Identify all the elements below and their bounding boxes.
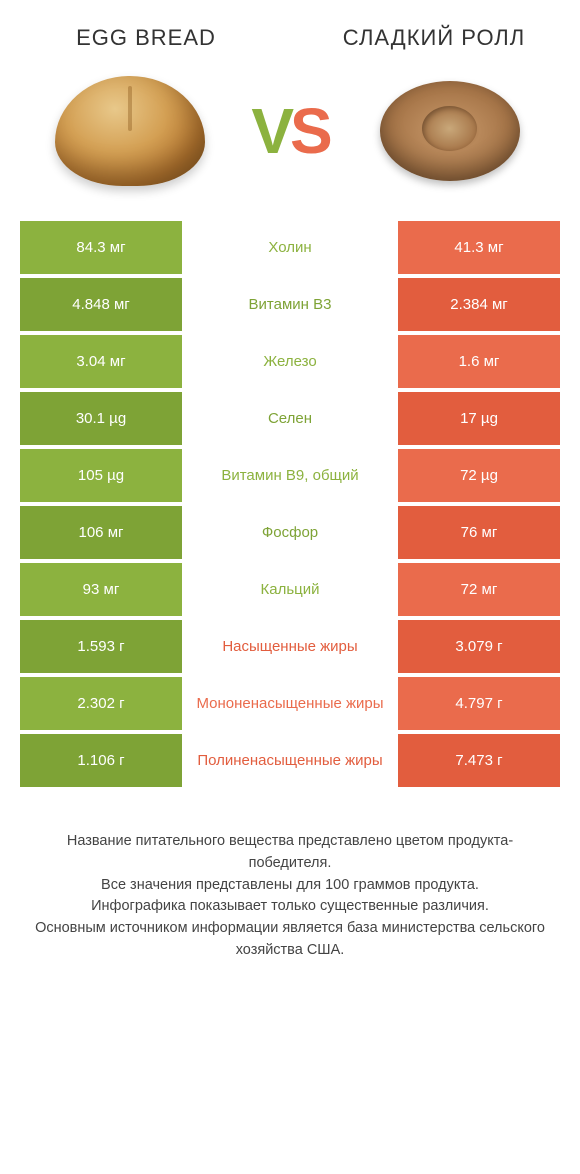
right-value-cell: 3.079 г <box>398 620 560 673</box>
nutrient-label-cell: Кальций <box>182 563 398 616</box>
comparison-table: 84.3 мгХолин41.3 мг4.848 мгВитамин B32.3… <box>0 221 580 787</box>
header: EGG BREAD СЛАДКИЙ РОЛЛ <box>0 0 580 61</box>
table-row: 3.04 мгЖелезо1.6 мг <box>20 335 560 388</box>
table-row: 1.106 гПолиненасыщенные жиры7.473 г <box>20 734 560 787</box>
nutrient-label-cell: Мононенасыщенные жиры <box>182 677 398 730</box>
left-value-cell: 105 µg <box>20 449 182 502</box>
left-value-cell: 106 мг <box>20 506 182 559</box>
right-value-cell: 17 µg <box>398 392 560 445</box>
nutrient-label-cell: Витамин B9, общий <box>182 449 398 502</box>
right-value-cell: 1.6 мг <box>398 335 560 388</box>
left-value-cell: 1.593 г <box>20 620 182 673</box>
left-value-cell: 30.1 µg <box>20 392 182 445</box>
table-row: 106 мгФосфор76 мг <box>20 506 560 559</box>
nutrient-label-cell: Железо <box>182 335 398 388</box>
nutrient-label-cell: Селен <box>182 392 398 445</box>
roll-illustration <box>380 81 520 181</box>
vs-s: S <box>290 94 329 168</box>
right-value-cell: 4.797 г <box>398 677 560 730</box>
table-row: 2.302 гМононенасыщенные жиры4.797 г <box>20 677 560 730</box>
vs-v: V <box>251 94 290 168</box>
right-value-cell: 7.473 г <box>398 734 560 787</box>
left-value-cell: 3.04 мг <box>20 335 182 388</box>
table-row: 1.593 гНасыщенные жиры3.079 г <box>20 620 560 673</box>
table-row: 105 µgВитамин B9, общий72 µg <box>20 449 560 502</box>
right-value-cell: 41.3 мг <box>398 221 560 274</box>
footer-line: Название питательного вещества представл… <box>30 831 550 875</box>
nutrient-label-cell: Полиненасыщенные жиры <box>182 734 398 787</box>
images-row: VS <box>0 61 580 221</box>
right-value-cell: 72 мг <box>398 563 560 616</box>
table-row: 84.3 мгХолин41.3 мг <box>20 221 560 274</box>
nutrient-label-cell: Холин <box>182 221 398 274</box>
vs-label: VS <box>251 94 328 168</box>
left-product-image <box>50 71 210 191</box>
right-value-cell: 76 мг <box>398 506 560 559</box>
footer-line: Основным источником информации является … <box>30 918 550 962</box>
footer-line: Все значения представлены для 100 граммо… <box>30 875 550 897</box>
right-value-cell: 72 µg <box>398 449 560 502</box>
nutrient-label-cell: Витамин B3 <box>182 278 398 331</box>
right-value-cell: 2.384 мг <box>398 278 560 331</box>
right-product-title: СЛАДКИЙ РОЛЛ <box>338 25 530 51</box>
left-value-cell: 84.3 мг <box>20 221 182 274</box>
table-row: 93 мгКальций72 мг <box>20 563 560 616</box>
footer-notes: Название питательного вещества представл… <box>0 791 580 982</box>
footer-line: Инфографика показывает только существенн… <box>30 896 550 918</box>
left-value-cell: 4.848 мг <box>20 278 182 331</box>
right-product-image <box>370 71 530 191</box>
left-value-cell: 2.302 г <box>20 677 182 730</box>
left-product-title: EGG BREAD <box>50 25 242 51</box>
table-row: 30.1 µgСелен17 µg <box>20 392 560 445</box>
left-value-cell: 93 мг <box>20 563 182 616</box>
nutrient-label-cell: Фосфор <box>182 506 398 559</box>
left-value-cell: 1.106 г <box>20 734 182 787</box>
table-row: 4.848 мгВитамин B32.384 мг <box>20 278 560 331</box>
nutrient-label-cell: Насыщенные жиры <box>182 620 398 673</box>
bread-illustration <box>55 76 205 186</box>
